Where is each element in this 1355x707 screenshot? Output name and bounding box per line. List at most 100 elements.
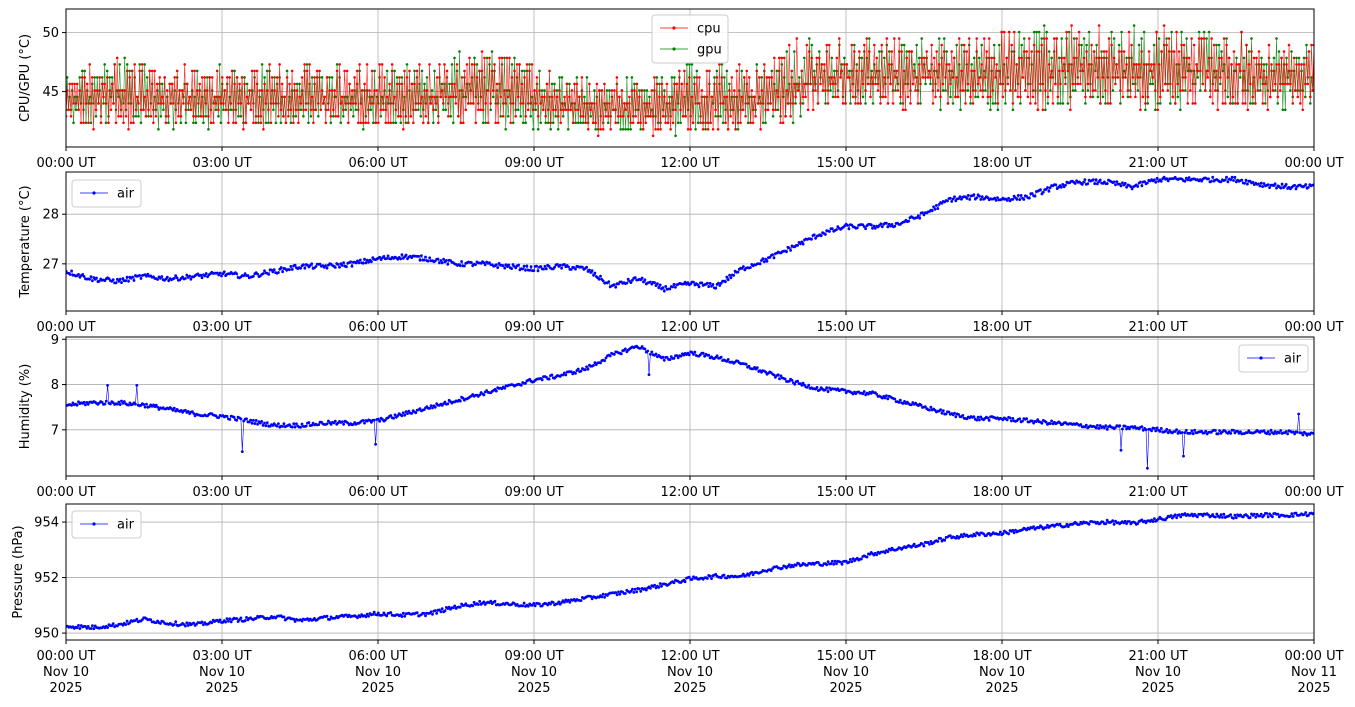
data-point-cpu <box>117 115 120 118</box>
data-point-cpu <box>1241 102 1245 105</box>
data-point-cpu <box>315 69 319 73</box>
data-point-gpu <box>267 121 270 125</box>
data-point-cpu <box>234 121 238 125</box>
data-point-cpu <box>334 115 338 118</box>
data-point-cpu <box>510 76 514 79</box>
data-point-cpu <box>1162 24 1166 27</box>
data-point-air <box>624 592 627 595</box>
data-point-air <box>546 603 550 607</box>
data-point-cpu <box>429 102 433 105</box>
data-point-cpu <box>232 121 235 125</box>
data-point-cpu <box>320 89 324 92</box>
data-point-cpu <box>473 63 476 66</box>
data-point-gpu <box>272 108 275 112</box>
data-point-air <box>1016 194 1020 197</box>
data-point-gpu <box>222 108 225 112</box>
data-point-air <box>145 402 148 406</box>
data-point-gpu <box>791 121 795 125</box>
data-point-air <box>349 260 352 264</box>
data-point-cpu <box>215 69 219 73</box>
data-point-cpu <box>784 115 787 118</box>
data-point-cpu <box>477 108 480 112</box>
data-point-cpu <box>304 108 308 112</box>
data-point-air <box>1008 416 1012 420</box>
data-point-cpu <box>684 115 687 118</box>
data-point-cpu <box>144 115 148 118</box>
data-point-cpu <box>350 89 354 92</box>
x-tick-label: 2025 <box>985 681 1018 696</box>
data-point-air <box>825 386 829 389</box>
data-point-cpu <box>74 102 78 105</box>
data-point-gpu <box>1152 43 1156 47</box>
data-point-cpu <box>675 82 679 86</box>
data-point-gpu <box>1165 37 1168 40</box>
data-point-gpu <box>888 50 891 53</box>
data-point-gpu <box>801 102 805 105</box>
data-point-air <box>847 227 851 231</box>
data-point-cpu <box>1019 95 1022 99</box>
data-point-air <box>172 276 176 280</box>
data-point-cpu <box>263 82 266 86</box>
data-point-cpu <box>927 69 931 73</box>
data-point-air <box>599 274 602 278</box>
x-tick-label: 03:00 UT <box>192 156 251 171</box>
data-point-air <box>732 274 736 277</box>
data-point-gpu <box>365 89 369 92</box>
data-point-cpu <box>548 69 551 73</box>
data-point-gpu <box>955 43 958 47</box>
data-point-air <box>700 281 704 285</box>
data-point-cpu <box>1200 37 1203 40</box>
data-point-cpu <box>608 102 611 105</box>
data-point-air <box>1007 196 1010 200</box>
data-point-cpu <box>730 76 734 79</box>
data-point-air <box>612 283 616 286</box>
data-point-cpu <box>1107 37 1111 40</box>
data-point-air <box>186 624 190 627</box>
data-point-air <box>818 388 822 392</box>
data-point-cpu <box>559 121 562 125</box>
data-point-cpu <box>305 69 309 73</box>
data-point-cpu <box>946 102 950 105</box>
data-point-cpu <box>225 76 229 79</box>
data-point-air <box>943 538 947 542</box>
data-point-cpu <box>679 108 682 112</box>
data-point-air <box>184 408 187 412</box>
data-point-air <box>252 418 255 422</box>
data-point-air <box>1293 183 1296 187</box>
data-point-air <box>624 347 627 351</box>
data-point-air <box>77 273 80 276</box>
data-point-air <box>697 285 701 289</box>
data-point-gpu <box>1044 108 1047 112</box>
data-point-gpu <box>1125 56 1128 60</box>
data-point-cpu <box>84 102 88 105</box>
data-point-air <box>189 277 193 281</box>
data-point-cpu <box>563 95 566 99</box>
data-point-gpu <box>551 121 555 125</box>
data-point-cpu <box>397 115 400 118</box>
data-point-air <box>796 244 799 247</box>
data-point-air <box>403 413 407 417</box>
data-point-air <box>589 595 593 598</box>
data-point-cpu <box>611 108 615 112</box>
data-point-cpu <box>179 115 183 118</box>
data-point-air <box>424 614 427 618</box>
data-point-gpu <box>1060 37 1063 40</box>
data-point-cpu <box>714 108 717 112</box>
x-tick-label: 03:00 UT <box>192 485 251 500</box>
data-point-gpu <box>1274 89 1277 92</box>
data-point-air <box>932 205 935 209</box>
data-point-gpu <box>924 82 927 86</box>
data-point-air <box>840 562 844 566</box>
data-point-gpu <box>994 102 997 105</box>
data-point-cpu <box>323 95 326 99</box>
y-tick-label: 28 <box>42 208 59 223</box>
data-point-air <box>1144 428 1148 432</box>
legend-label-air: air <box>117 518 135 533</box>
data-point-air <box>1279 186 1283 190</box>
data-point-gpu <box>369 108 373 112</box>
data-point-cpu <box>405 76 409 79</box>
data-point-gpu <box>1072 37 1076 40</box>
data-point-air <box>378 255 382 259</box>
data-point-cpu <box>1024 89 1027 92</box>
data-point-air <box>429 610 433 614</box>
